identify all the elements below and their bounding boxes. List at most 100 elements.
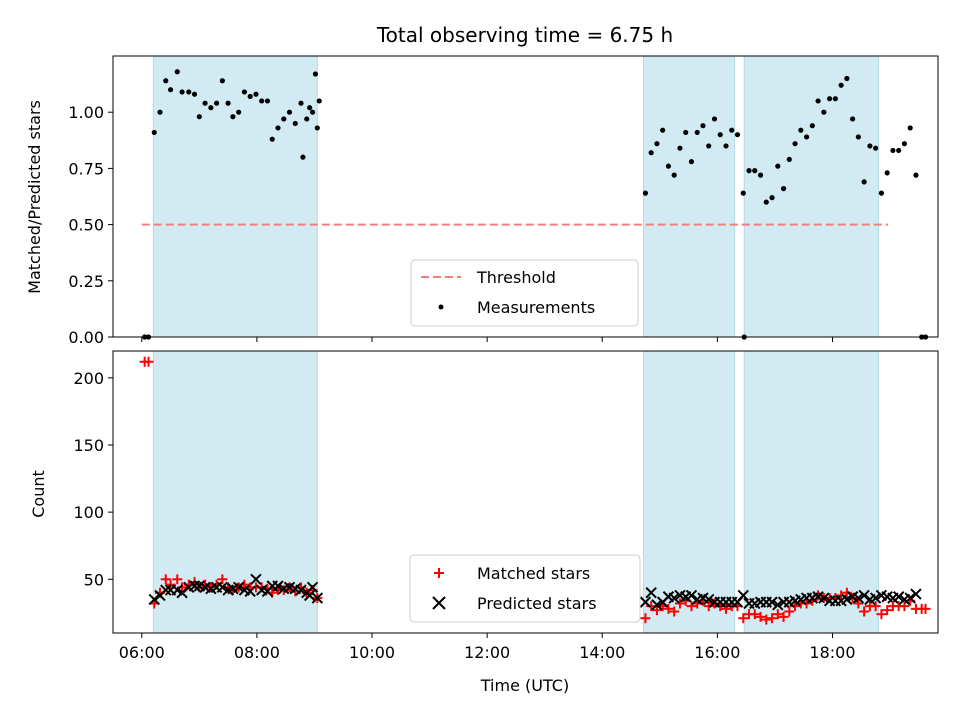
matched-star-point [738,613,749,624]
measurement-point [757,172,764,178]
measurement-point [706,143,712,149]
matched-star-point [720,603,731,614]
measurement-point [214,100,220,106]
bottom-shaded-interval-2 [743,350,880,634]
top-legend: Threshold Measurements [410,259,639,327]
predicted-star-point [910,588,922,600]
measurement-point [809,123,815,129]
legend-measurements-label: Measurements [477,298,595,317]
measurement-point [225,100,231,106]
bottom-legend-box [409,554,641,623]
measurement-point [236,109,242,115]
measurement-point [821,109,827,115]
measurement-point [292,120,298,127]
top-shaded-interval-0 [152,55,318,338]
bottom-y-tick-label: 200 [73,369,104,388]
measurement-point [259,98,265,104]
x-tick-label: 16:00 [694,643,740,662]
matched-star-point [859,606,870,617]
predicted-star-point [645,587,657,599]
measurement-point [312,71,319,77]
predicted-star-point [639,596,652,608]
predicted-star-point [311,592,324,604]
measurement-points [142,69,929,340]
measurement-point [208,105,214,111]
x-tick-label: 08:00 [234,643,280,662]
matched-star-point [663,603,674,614]
predicted-star-point [869,592,882,604]
predicted-star-point [148,593,160,606]
measurement-point [740,190,746,196]
matched-star-point [790,601,801,612]
measurement-point [275,125,281,131]
predicted-star-point [232,581,245,594]
predicted-star-point [904,592,916,604]
x-tick-label: 14:00 [579,643,625,662]
matched-star-point [165,579,176,590]
measurement-point [850,116,856,122]
top-shaded-interval-1 [642,55,736,338]
measurement-point [763,199,769,205]
bottom-axes-frame [112,350,939,634]
measurement-point [174,69,180,75]
measurement-point [642,190,649,196]
legend-threshold-label: Threshold [476,268,556,287]
measurement-point [264,98,271,104]
top-axes-frame [112,55,939,338]
measurement-point [219,78,225,84]
x-axis-label: Time (UTC) [480,676,569,695]
measurement-point [316,98,322,104]
predicted-star-point [188,580,201,592]
measurement-point [723,143,729,149]
measurement-point [298,100,304,106]
bottom-y-tick-label: 150 [73,436,104,455]
matched-star-point [703,601,714,612]
measurement-point [884,170,890,176]
measurement-point [711,116,718,122]
matched-star-point [172,574,183,585]
predicted-star-point [818,592,830,604]
measurement-point [896,147,902,154]
predicted-star-point [685,589,698,602]
chart-title: Total observing time = 6.75 h [376,23,673,47]
matched-legend-swatch [434,568,444,578]
measurement-point [157,109,163,115]
bottom-x-ticks: 06:00 08:00 10:00 12:00 14:00 16:00 18:00 [119,633,856,662]
top-x-ticks [141,337,833,342]
measurement-point [832,96,838,102]
x-tick-label: 06:00 [119,643,165,662]
measurement-point [286,109,293,115]
measurement-point [309,109,316,115]
measurement-point [775,163,781,169]
measurement-point [683,129,689,136]
measurement-point [281,116,287,122]
top-y-tick-label: 0.25 [68,272,104,291]
matched-star-point [767,613,778,624]
predicted-star-point [892,591,905,603]
matched-star-point [651,605,662,616]
measurement-point [855,134,861,140]
measurement-point [746,168,752,174]
measurement-point [230,114,236,120]
bottom-shaded-interval-1 [642,350,736,634]
top-panel: 0.00 0.25 0.50 0.75 1.00 Matched/Predicted s… [25,55,939,347]
predicted-star-points [148,573,922,611]
predicted-star-point [852,592,865,604]
matched-star-point [686,601,697,612]
measurement-point [648,150,654,156]
predicted-star-point [668,592,680,604]
bottom-panel: 50 100 150 200 06:00 08:00 10:00 12:00 14:00 16:… [29,350,939,695]
predicted-star-point [703,593,715,606]
measurement-point [671,172,677,178]
measurement-point [780,186,787,192]
predicted-legend-swatch [432,596,446,610]
matched-star-point [920,603,931,614]
measurement-point [660,127,666,133]
measurement-point [253,91,259,97]
measurement-point [151,129,157,136]
x-tick-label: 12:00 [464,643,510,662]
matched-star-point [761,614,772,625]
bottom-y-ticks: 50 100 150 200 [73,369,113,589]
measurements-legend-swatch [438,304,444,310]
